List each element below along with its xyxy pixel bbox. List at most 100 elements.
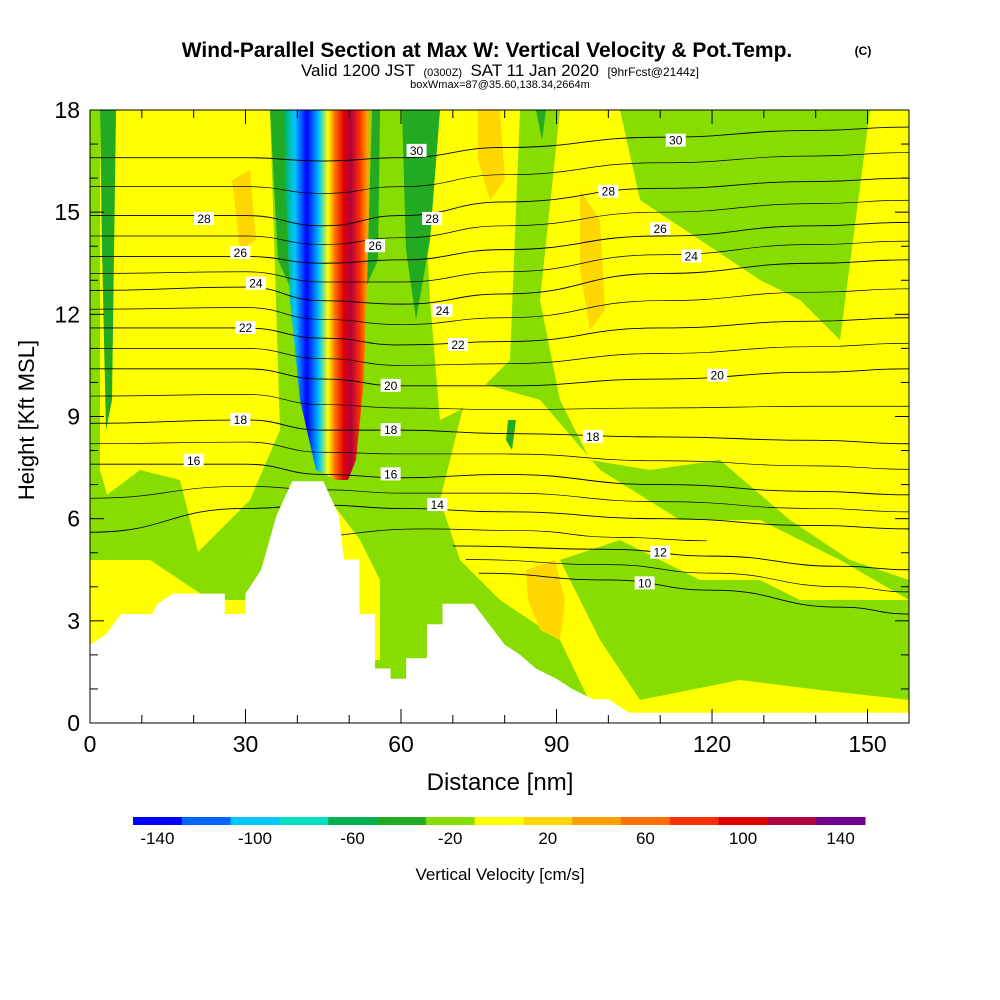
theta-contour-label-bg: [380, 423, 401, 437]
theta-contour-label-bg: [245, 276, 266, 290]
y-tick-label: 12: [54, 301, 80, 327]
theta-contour: [90, 199, 909, 245]
y-tick-label: 6: [67, 506, 80, 532]
theta-contour-label: 30: [406, 143, 427, 158]
subtitle-utc: (0300Z): [423, 67, 462, 79]
theta-contour: [90, 441, 909, 470]
colorbar-swatch: [572, 817, 622, 825]
theta-contour-label-bg: [598, 184, 619, 198]
theta-contour-label-text: 24: [436, 304, 450, 318]
theta-contour-label-text: 12: [654, 546, 668, 560]
theta-contour-label-bg: [650, 222, 671, 236]
colorbar-swatch: [523, 817, 573, 825]
theta-contour-label: 28: [422, 211, 443, 226]
theta-contour-label-bg: [365, 239, 386, 253]
colorbar-tick-label: 100: [729, 829, 757, 848]
theta-contour-label-text: 18: [586, 430, 600, 444]
theta-contour-label: 16: [380, 467, 401, 481]
theta-contour-label: 30: [665, 133, 686, 148]
theta-contour: [90, 342, 909, 366]
colorbar-tick-label: -140: [140, 829, 174, 848]
theta-contour: [90, 240, 909, 283]
theta-contour-label-bg: [634, 576, 655, 590]
theta-contour-label-text: 28: [197, 212, 211, 226]
theta-contour: [90, 368, 909, 387]
theta-contour-label-text: 22: [239, 321, 253, 335]
theta-contour-label-text: 14: [431, 498, 445, 512]
colorbar-swatch: [816, 817, 866, 825]
theta-contour: [90, 288, 909, 325]
y-tick-label: 0: [67, 710, 80, 736]
y-tick-label: 3: [67, 608, 80, 634]
theta-contour-label-text: 18: [384, 423, 398, 437]
colorbar-swatch: [425, 817, 476, 825]
subtitle-date: SAT 11 Jan 2020: [470, 61, 599, 80]
colorbar-swatch: [230, 817, 280, 825]
w-core: [284, 110, 372, 480]
theta-contour: [90, 152, 909, 194]
chart-title: Wind-Parallel Section at Max W: Vertical…: [182, 39, 793, 62]
x-tick-label: 0: [84, 731, 97, 757]
w-band: [232, 170, 256, 250]
theta-contour-label-text: 24: [249, 277, 263, 291]
theta-contour: [90, 177, 909, 227]
y-axis-label: Height [Kft MSL]: [14, 340, 39, 500]
theta-contour-label: 24: [245, 276, 266, 291]
y-tick-label: 9: [67, 404, 80, 430]
theta-contour-label: 28: [194, 211, 215, 226]
w-band: [100, 110, 116, 430]
colorbar-swatch: [279, 817, 329, 825]
theta-contour-label: 26: [230, 246, 251, 260]
theta-contour-label-bg: [380, 378, 401, 392]
colorbar-tick-labels: -140 -100 -60 -20 20 60 100 140: [140, 829, 854, 848]
axis-tick-labels: 0 30 60 90 120 150 0 3 6 9 12 15 18: [54, 97, 886, 757]
theta-contour: [90, 259, 909, 305]
colorbar-swatch: [718, 817, 768, 825]
theta-contour-label: 26: [650, 222, 671, 236]
w-band: [100, 110, 280, 560]
colorbar-swatch: [621, 817, 671, 825]
theta-contour-label-bg: [183, 453, 204, 467]
theta-contour-label-bg: [406, 143, 427, 157]
theta-contour-label: 18: [230, 412, 251, 427]
theta-contour-label: 12: [650, 545, 671, 560]
theta-contour-label-bg: [650, 545, 671, 559]
w-band: [526, 560, 565, 640]
theta-contour-label: 22: [235, 320, 256, 335]
colorbar-tick-label: -100: [238, 829, 272, 848]
theta-contour-label-bg: [235, 320, 256, 334]
theta-contour: [90, 126, 909, 162]
x-tick-label: 30: [233, 731, 259, 757]
theta-contour-label-bg: [194, 211, 215, 225]
chart-subtitle-2: boxWmax=87@35.60,138.34,2664m: [410, 79, 590, 91]
theta-contour-label-bg: [230, 412, 251, 426]
w-field: [90, 110, 909, 723]
colorbar-tick-label: -60: [340, 829, 365, 848]
theta-contour-label-text: 30: [410, 144, 424, 158]
y-tick-label: 18: [54, 97, 80, 123]
chart-subtitle: Valid 1200 JST (0300Z) SAT 11 Jan 2020 […: [301, 61, 699, 80]
w-band: [478, 110, 505, 200]
theta-contour-label-text: 20: [711, 369, 725, 383]
terrain: [90, 481, 909, 723]
subtitle-valid: Valid 1200 JST: [301, 61, 415, 80]
theta-contour-label-bg: [681, 249, 702, 263]
colorbar-tick-label: -20: [438, 829, 463, 848]
theta-contour-label-text: 26: [654, 222, 668, 236]
axis-ticks: [89, 109, 909, 724]
theta-contour-label-text: 22: [451, 338, 465, 352]
theta-contour-label-text: 10: [638, 576, 652, 590]
colorbar-label: Vertical Velocity [cm/s]: [415, 865, 584, 884]
theta-contour-label: 16: [183, 453, 204, 468]
theta-contour-label: 20: [380, 378, 401, 393]
colorbar-swatch: [181, 817, 232, 825]
subtitle-fcst: [9hrFcst@2144z]: [607, 65, 699, 79]
w-band: [506, 420, 516, 450]
theta-contour-label: 10: [634, 576, 655, 590]
theta-contour: [478, 572, 909, 615]
theta-contour-label-text: 24: [685, 249, 699, 263]
theta-contour-label-bg: [230, 246, 251, 260]
colorbar-swatch: [377, 817, 427, 825]
colorbar-tick-label: 140: [826, 829, 854, 848]
